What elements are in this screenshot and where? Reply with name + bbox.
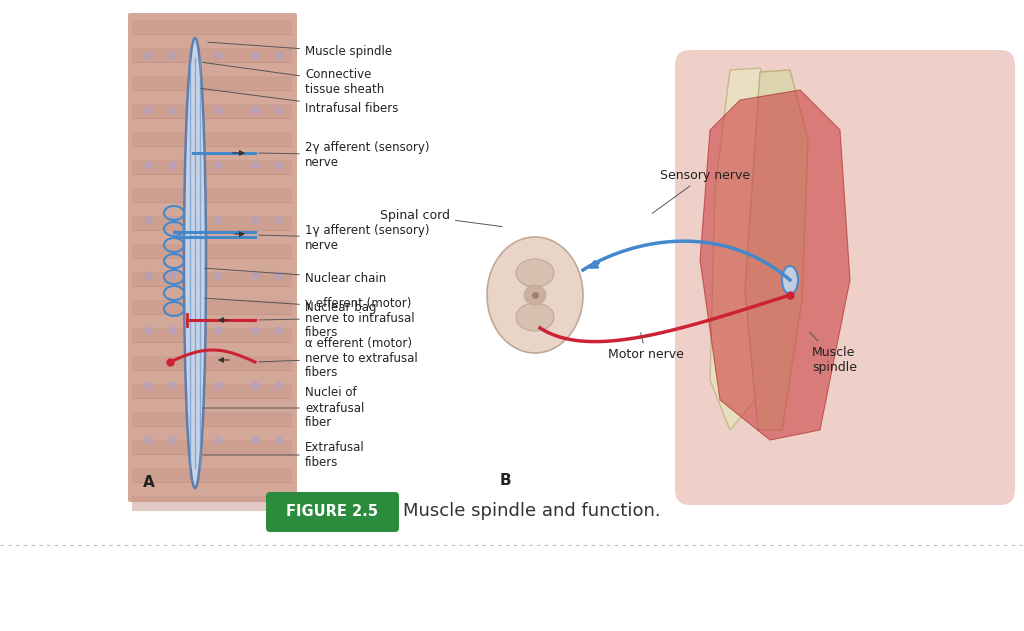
Text: Muscle
spindle: Muscle spindle — [810, 332, 857, 374]
Bar — [132, 272, 292, 286]
FancyBboxPatch shape — [128, 13, 297, 502]
Bar — [132, 356, 292, 370]
Bar — [132, 132, 292, 146]
Text: A: A — [143, 475, 155, 490]
Text: Motor nerve: Motor nerve — [608, 333, 684, 362]
Bar — [132, 440, 292, 454]
Bar — [132, 384, 292, 398]
Text: γ efferent (motor)
nerve to intrafusal
fibers: γ efferent (motor) nerve to intrafusal f… — [259, 297, 415, 339]
Bar — [132, 412, 292, 426]
Bar — [132, 20, 292, 34]
Text: Nuclei of
extrafusal
fiber: Nuclei of extrafusal fiber — [203, 387, 365, 430]
FancyBboxPatch shape — [266, 492, 399, 532]
Bar — [132, 160, 292, 174]
Text: 1γ afferent (sensory)
nerve: 1γ afferent (sensory) nerve — [259, 224, 429, 252]
Polygon shape — [710, 68, 780, 430]
FancyBboxPatch shape — [675, 50, 1015, 505]
Bar — [132, 188, 292, 202]
Text: 2γ afferent (sensory)
nerve: 2γ afferent (sensory) nerve — [259, 141, 429, 169]
Polygon shape — [487, 237, 583, 353]
Text: Muscle spindle and function.: Muscle spindle and function. — [403, 502, 660, 520]
Bar — [132, 48, 292, 62]
Polygon shape — [700, 90, 850, 440]
Text: FIGURE 2.5: FIGURE 2.5 — [286, 504, 378, 519]
Ellipse shape — [516, 303, 554, 331]
Text: B: B — [500, 473, 512, 488]
Ellipse shape — [184, 38, 206, 488]
Polygon shape — [745, 70, 808, 430]
Bar — [132, 496, 292, 510]
Text: Muscle spindle: Muscle spindle — [208, 42, 392, 59]
Ellipse shape — [516, 259, 554, 287]
Text: Nuclear chain: Nuclear chain — [205, 268, 386, 285]
Text: Sensory nerve: Sensory nerve — [652, 168, 751, 213]
Bar — [132, 300, 292, 314]
Ellipse shape — [524, 285, 546, 305]
Bar — [132, 76, 292, 90]
Text: α efferent (motor)
nerve to extrafusal
fibers: α efferent (motor) nerve to extrafusal f… — [259, 336, 418, 379]
Text: Nuclear bag: Nuclear bag — [205, 298, 377, 314]
Text: Connective
tissue sheath: Connective tissue sheath — [203, 62, 384, 96]
Text: Extrafusal
fibers: Extrafusal fibers — [203, 441, 365, 469]
Bar — [132, 328, 292, 342]
Ellipse shape — [782, 266, 798, 294]
Bar — [132, 216, 292, 230]
Bar — [132, 104, 292, 118]
Bar — [132, 244, 292, 258]
Text: Spinal cord: Spinal cord — [380, 208, 502, 227]
Text: Intrafusal fibers: Intrafusal fibers — [201, 88, 398, 114]
Bar — [132, 468, 292, 482]
